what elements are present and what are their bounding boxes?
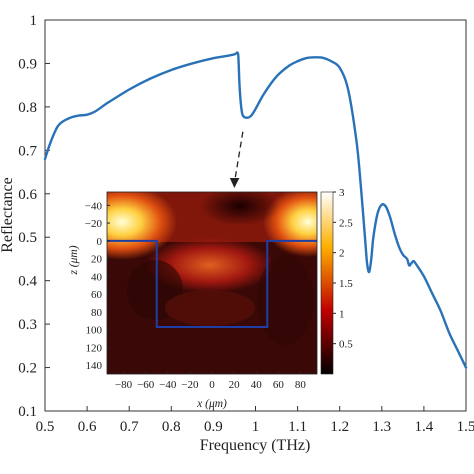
inset-x-axis: −80 −60 −40 −20 0 20 40 60 80 [115,371,306,391]
colorbar-tick-label: 2 [339,248,345,260]
colorbar-tick-label: 3 [339,187,345,199]
y-tick-label: 0.2 [18,361,37,377]
inset-x-tick-label: −60 [137,379,155,391]
annotation-arrow [234,131,244,181]
y-tick-label: 1 [30,13,38,29]
inset-y-tick-label: −20 [85,218,103,230]
y-tick-label: 0.9 [18,56,37,72]
colorbar-tick-label: 1 [339,308,345,320]
colorbar-tick-label: 0.5 [339,339,353,351]
inset-x-tick-label: −80 [115,379,133,391]
x-tick-label: 0.9 [204,419,223,435]
inset-y-tick-label: 80 [91,307,103,319]
x-tick-label: 0.8 [162,419,181,435]
x-tick-label: 1.3 [372,419,391,435]
inset-x-tick-label: 40 [251,379,263,391]
x-tick-label: 1.2 [330,419,349,435]
y-tick-label: 0.3 [18,317,37,333]
inset-x-tick-label: −40 [159,379,177,391]
x-tick-label: 1.5 [457,419,474,435]
inset-y-tick-label: 20 [91,254,103,266]
inset-x-tick-label: 20 [229,379,241,391]
y-tick-label: 0.4 [18,274,37,290]
colorbar-tick-label: 2.5 [339,217,353,229]
inset-y-axis-title: z (μm) [68,245,80,275]
colorbar [320,191,334,375]
reflectance-series-line [43,51,468,369]
x-axis: 0.5 0.6 0.7 0.8 0.9 1 1.1 1.2 1.3 1.4 1.5 [36,406,474,435]
inset-y-tick-label: 60 [91,289,103,301]
inset-y-tick-label: 40 [91,271,103,283]
colorbar-tick-label: 1.5 [339,278,353,290]
y-tick-label: 0.7 [18,143,37,159]
inset-y-tick-label: 140 [86,360,103,372]
x-tick-label: 1.4 [415,419,434,435]
y-tick-label: 0.5 [18,230,37,246]
x-tick-label: 1 [252,419,260,435]
inset-x-tick-label: 80 [295,379,307,391]
y-tick-label: 0.1 [18,404,37,420]
inset-heatmap: −80 −60 −40 −20 0 20 40 60 80 −40 −20 0 20 40 60 80 100… [68,187,353,410]
inset-y-tick-label: 0 [97,236,103,248]
x-axis-title: Frequency (THz) [200,437,311,454]
y-tick-label: 0.8 [18,100,37,116]
inset-y-tick-label: −40 [85,200,103,212]
inset-y-tick-label: 120 [86,342,103,354]
inset-x-tick-label: 0 [209,379,215,391]
y-tick-label: 0.6 [18,187,37,203]
annotation-arrow-head [229,178,240,188]
x-tick-label: 1.1 [288,419,307,435]
inset-x-axis-title: x (μm) [196,398,227,410]
inset-y-tick-label: 100 [86,325,103,337]
x-tick-label: 0.7 [120,419,139,435]
x-tick-label: 0.5 [36,419,55,435]
inset-x-tick-label: 60 [273,379,285,391]
structure-outline [107,239,317,328]
y-axis: 0.1 0.2 0.3 0.4 0.5 0.6 0.7 0.8 0.9 1 [18,13,50,420]
inset-y-axis: −40 −20 0 20 40 60 80 100 120 140 [85,200,110,372]
x-tick-label: 0.6 [78,419,97,435]
y-axis-title: Reflectance [0,177,16,253]
inset-x-tick-label: −20 [181,379,199,391]
colorbar-axis: 0.5 1 1.5 2 2.5 3 [333,187,353,351]
